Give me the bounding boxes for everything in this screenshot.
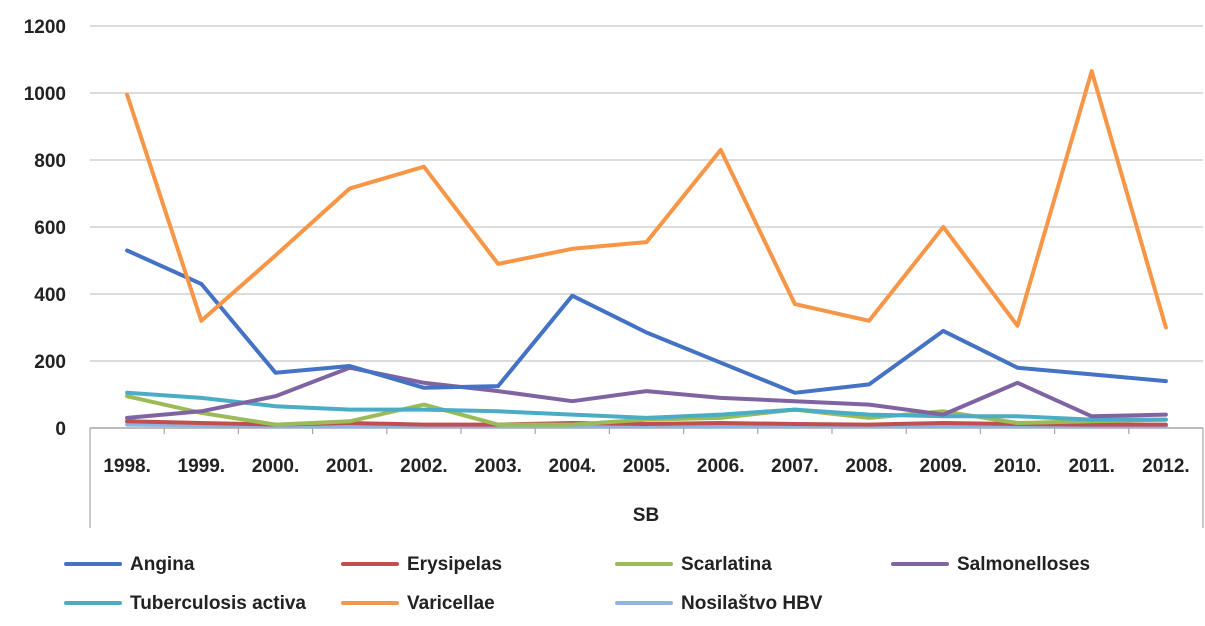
x-tick-label: 2005.	[623, 456, 671, 477]
legend-label: Nosilaštvo HBV	[681, 593, 823, 614]
x-axis-group-label: SB	[633, 505, 659, 526]
y-tick-label: 400	[34, 285, 66, 306]
x-tick-label: 1999.	[178, 456, 226, 477]
legend-item: Scarlatina	[615, 554, 772, 575]
series-line-varicellae	[125, 69, 1168, 330]
legend-label: Erysipelas	[407, 554, 502, 575]
x-tick-label: 2012.	[1142, 456, 1190, 477]
legend-item: Salmonelloses	[891, 554, 1090, 575]
series-line-angina	[125, 248, 1168, 395]
series-line-tuberculosis-activa	[125, 390, 1168, 422]
y-tick-label: 200	[34, 352, 66, 373]
x-tick-label: 2009.	[920, 456, 968, 477]
legend-item: Angina	[64, 554, 195, 575]
legend-item: Tuberculosis activa	[64, 593, 306, 614]
y-tick-label: 1200	[24, 17, 66, 38]
x-tick-label: 2003.	[474, 456, 522, 477]
legend-label: Tuberculosis activa	[130, 593, 306, 614]
x-tick-label: 2010.	[994, 456, 1042, 477]
x-tick-label: 2001.	[326, 456, 374, 477]
y-tick-label: 600	[34, 218, 66, 239]
x-tick-label: 2008.	[845, 456, 893, 477]
x-tick-label: 2002.	[400, 456, 448, 477]
gridlines	[90, 25, 1203, 362]
y-axis-ticks: 0 200 400 600 800 1000 1200	[24, 17, 66, 440]
series-lines	[125, 69, 1168, 429]
legend-label: Salmonelloses	[957, 554, 1090, 575]
x-axis-ticks: 1998. 1999. 2000. 2001. 2002. 2003. 2004. 2005.…	[103, 456, 1189, 477]
series-line-nosila-tvo-hbv	[125, 422, 1168, 429]
x-tick-label: 2000.	[252, 456, 300, 477]
x-tick-label: 2011.	[1068, 456, 1115, 477]
y-tick-label: 0	[55, 419, 66, 440]
series-line-salmonelloses	[125, 365, 1168, 420]
legend-item: Varicellae	[341, 593, 495, 614]
legend: Angina Erysipelas Scarlatina Salmonelloses T…	[64, 554, 1090, 614]
x-tick-label: 2006.	[697, 456, 745, 477]
series-line-scarlatina	[125, 394, 1168, 427]
x-tick-label: 2007.	[771, 456, 819, 477]
legend-label: Scarlatina	[681, 554, 772, 575]
x-tick-label: 1998.	[103, 456, 151, 477]
legend-item: Erysipelas	[341, 554, 502, 575]
x-tick-label: 2004.	[549, 456, 597, 477]
legend-item: Nosilaštvo HBV	[615, 593, 823, 614]
y-tick-label: 800	[34, 151, 66, 172]
legend-label: Angina	[130, 554, 195, 575]
y-tick-label: 1000	[24, 84, 66, 105]
legend-label: Varicellae	[407, 593, 495, 614]
